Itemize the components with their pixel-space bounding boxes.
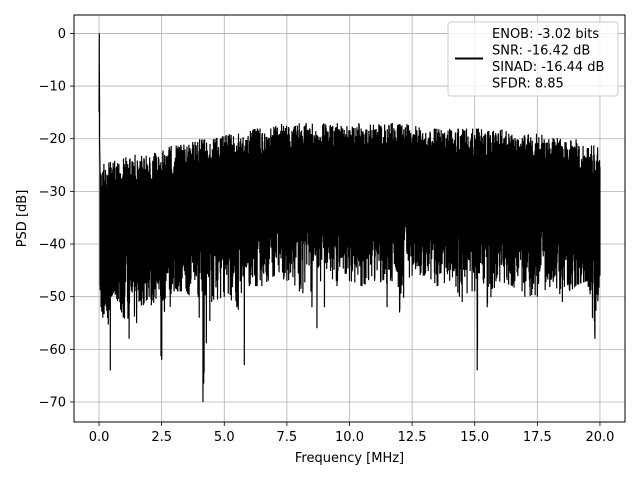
x-tick-label: 17.5 xyxy=(523,430,552,445)
x-tick-label: 10.0 xyxy=(335,430,364,445)
x-axis-label: Frequency [MHz] xyxy=(295,451,404,466)
legend-line-enob: ENOB: -3.02 bits xyxy=(492,27,599,42)
x-tick-label: 0.0 xyxy=(89,430,110,445)
x-tick-label: 20.0 xyxy=(585,430,614,445)
y-tick-label: −60 xyxy=(39,343,66,358)
y-tick-label: −50 xyxy=(39,290,66,305)
x-tick-label: 12.5 xyxy=(398,430,427,445)
x-tick-label: 5.0 xyxy=(214,430,235,445)
y-tick-label: −30 xyxy=(39,185,66,200)
legend-line-sinad: SINAD: -16.44 dB xyxy=(492,60,604,75)
legend-box xyxy=(447,21,619,97)
y-tick-label: −70 xyxy=(39,395,66,410)
y-tick-label: −40 xyxy=(39,238,66,253)
data-layer xyxy=(98,33,601,402)
tick-layer: 0.0 2.5 5.0 7.5 10.0 12.5 15.0 17.5 20.0 0 −10 −20 −… xyxy=(39,27,615,445)
y-axis-label: PSD [dB] xyxy=(15,190,30,248)
y-tick-label: −20 xyxy=(39,132,66,147)
x-tick-label: 7.5 xyxy=(277,430,298,445)
legend-line-snr: SNR: -16.42 dB xyxy=(492,44,590,59)
y-tick-label: 0 xyxy=(58,27,66,42)
psd-series-line xyxy=(98,33,601,402)
y-tick-label: −10 xyxy=(39,80,66,95)
x-tick-label: 2.5 xyxy=(151,430,172,445)
legend: ENOB: -3.02 bits SNR: -16.42 dB SINAD: -… xyxy=(447,21,619,97)
x-tick-label: 15.0 xyxy=(460,430,489,445)
legend-line-sfdr: SFDR: 8.85 xyxy=(492,77,564,92)
